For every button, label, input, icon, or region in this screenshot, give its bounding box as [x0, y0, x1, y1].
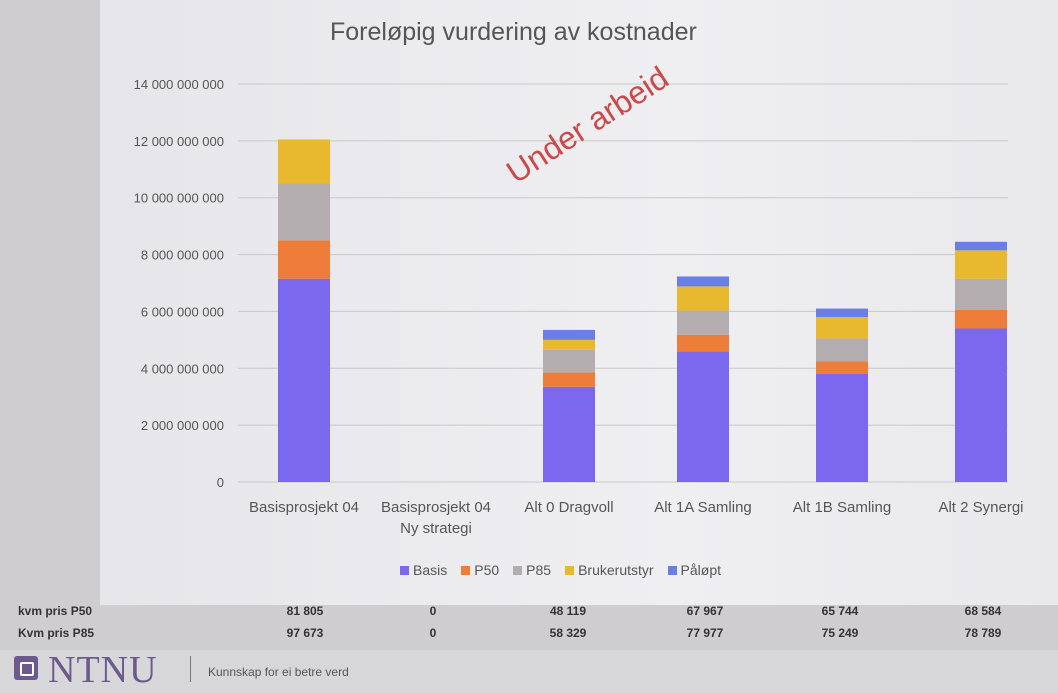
legend-label: P50	[474, 562, 500, 578]
bar-segment-basis	[677, 351, 729, 482]
legend-item: Basis	[400, 562, 447, 578]
bar-segment-p85	[543, 349, 595, 373]
bar-segment-p50	[955, 310, 1007, 329]
bar-segment-brukerutstyr	[955, 250, 1007, 279]
table-cell: 65 744	[821, 604, 859, 618]
table-cell: 48 119	[549, 604, 587, 618]
bars	[278, 139, 1007, 482]
legend-swatch	[513, 565, 523, 575]
chart-plot: 0 2 000 000 000 4 000 000 000 6 000 000 000…	[134, 77, 1024, 537]
divider	[190, 656, 191, 682]
bar-segment-basis	[278, 278, 330, 482]
bar-segment-brukerutstyr	[816, 317, 868, 339]
y-tick-label: 0	[217, 475, 224, 490]
bar-segment-p85	[677, 310, 729, 335]
bar-segment-basis	[543, 386, 595, 482]
x-tick-label: Basisprosjekt 04	[381, 499, 491, 516]
ntnu-logo-icon	[14, 656, 38, 680]
ntnu-logo-text: NTNU	[48, 649, 158, 691]
bar-segment-p85	[278, 183, 330, 241]
y-tick-label: 12 000 000 000	[134, 134, 224, 149]
bar-segment-påløpt	[816, 308, 868, 318]
legend-swatch	[565, 565, 575, 575]
bar-segment-brukerutstyr	[543, 339, 595, 350]
table-cell: 0	[429, 604, 437, 618]
gridlines	[238, 83, 1008, 483]
legend-item: Påløpt	[667, 562, 722, 578]
x-tick-label: Basisprosjekt 04	[249, 499, 359, 516]
bar-segment-påløpt	[543, 329, 595, 340]
y-tick-label: 8 000 000 000	[141, 248, 224, 263]
bar-segment-p85	[955, 278, 1007, 311]
slide	[100, 0, 1058, 605]
legend-item: P50	[461, 562, 499, 578]
bar-segment-brukerutstyr	[677, 286, 729, 311]
x-tick-label: Alt 2 Synergi	[938, 499, 1023, 516]
legend: Basis P50 P85 Brukerutstyr Påløpt	[400, 562, 721, 578]
y-axis: 0 2 000 000 000 4 000 000 000 6 000 000 000…	[134, 77, 224, 490]
legend-item: Brukerutstyr	[565, 562, 654, 578]
footer: NTNU Kunnskap for ei betre verd	[0, 649, 1058, 693]
table-cell: 77 977	[686, 626, 724, 640]
legend-swatch	[400, 565, 409, 575]
bar-segment-basis	[816, 373, 868, 482]
y-tick-label: 6 000 000 000	[141, 304, 224, 319]
x-tick-label: Alt 1A Samling	[654, 499, 752, 516]
x-tick-label: Ny strategi	[400, 520, 472, 537]
bar-segment-p50	[278, 240, 330, 279]
bar-segment-p50	[677, 334, 729, 352]
legend-item: P85	[513, 562, 551, 578]
chart-title: Foreløpig vurdering av kostnader	[330, 18, 697, 46]
table-cell: 78 789	[964, 626, 1002, 640]
table-cell: 75 249	[821, 626, 859, 640]
table-cell: 97 673	[286, 626, 324, 640]
table-cell: 0	[429, 626, 437, 640]
y-tick-label: 2 000 000 000	[141, 418, 224, 433]
legend-swatch	[667, 565, 677, 575]
table-cell: 68 584	[964, 604, 1002, 618]
legend-label: Påløpt	[680, 562, 722, 578]
legend-label: P85	[526, 562, 552, 578]
x-tick-label: Alt 0 Dragvoll	[524, 499, 613, 516]
legend-label: Basis	[413, 562, 448, 578]
legend-swatch	[461, 565, 471, 575]
row-label: kvm pris P50	[18, 604, 93, 618]
table-cell: 58 329	[549, 626, 587, 640]
bar-segment-p50	[543, 372, 595, 387]
table-cell: 67 967	[686, 604, 724, 618]
y-tick-label: 14 000 000 000	[134, 77, 224, 92]
bar-segment-basis	[955, 328, 1007, 482]
y-tick-label: 4 000 000 000	[141, 361, 224, 376]
row-label: Kvm pris P85	[18, 626, 95, 640]
bar-segment-påløpt	[677, 276, 729, 287]
bar-segment-p85	[816, 338, 868, 362]
table-cell: 81 805	[286, 604, 324, 618]
y-tick-label: 10 000 000 000	[134, 191, 224, 206]
bar-segment-brukerutstyr	[278, 139, 330, 184]
x-axis: Basisprosjekt 04 Basisprosjekt 04 Ny strat…	[249, 499, 1024, 537]
x-tick-label: Alt 1B Samling	[793, 499, 891, 516]
legend-label: Brukerutstyr	[578, 562, 654, 578]
tagline: Kunnskap for ei betre verd	[208, 665, 349, 679]
bar-segment-påløpt	[955, 241, 1007, 251]
bar-segment-p50	[816, 361, 868, 374]
